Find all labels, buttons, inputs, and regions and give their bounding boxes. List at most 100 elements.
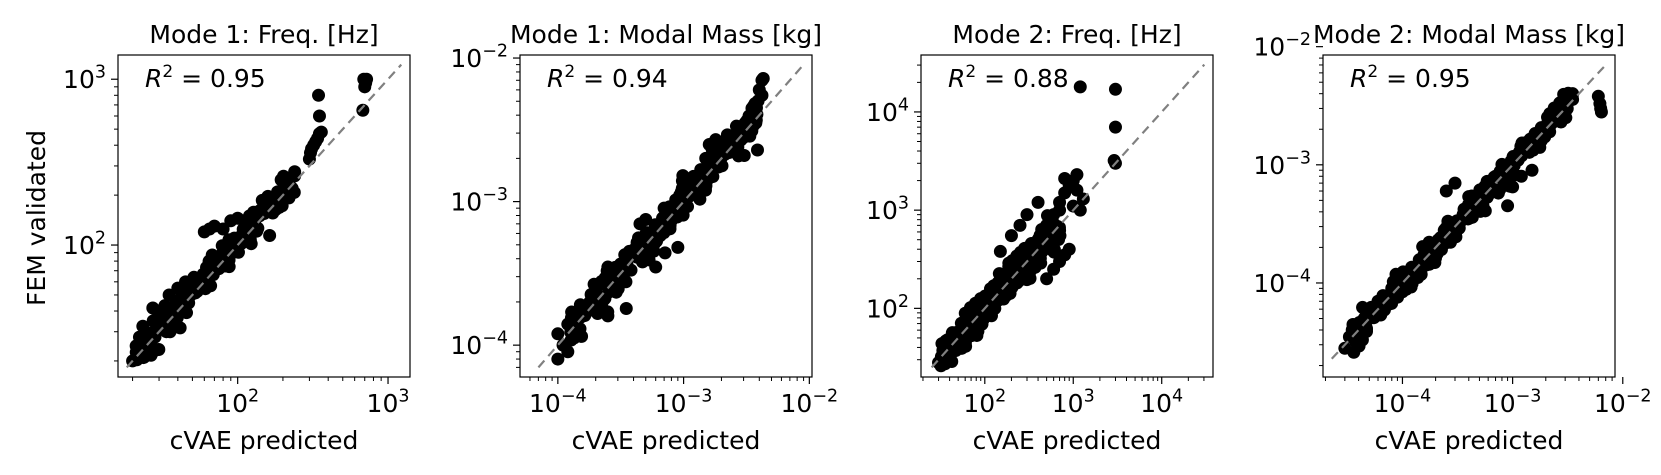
data-point (639, 213, 653, 227)
data-point (167, 312, 181, 326)
data-point (561, 317, 575, 331)
x-axis-label: cVAE predicted (973, 426, 1162, 455)
data-point (951, 335, 965, 349)
plot-area (125, 63, 403, 369)
data-point (357, 72, 371, 86)
data-point (1514, 169, 1528, 183)
data-point (640, 231, 654, 245)
data-point (750, 143, 764, 157)
y-tick-label: 103 (63, 63, 106, 95)
data-point (741, 119, 755, 133)
y-tick-label: 102 (63, 229, 106, 261)
y-tick-label: 10−2 (450, 42, 508, 74)
data-point (1062, 242, 1076, 256)
data-point (162, 288, 176, 302)
data-point (1506, 180, 1520, 194)
data-point (943, 343, 957, 357)
y-tick-label: 10−4 (1253, 266, 1311, 298)
data-point (263, 228, 277, 242)
data-point (136, 319, 150, 333)
data-point (1429, 236, 1443, 250)
data-point (1399, 282, 1413, 296)
data-point (1070, 168, 1084, 182)
data-point (212, 262, 226, 276)
data-point (1108, 120, 1122, 134)
data-point (197, 277, 211, 291)
data-point (1034, 256, 1048, 270)
scatter-panel-1: 102 103 102 103 Mode 1: Freq. [Hz] cVAE predi… (63, 20, 411, 455)
panel-title: Mode 1: Modal Mass [kg] (510, 20, 822, 49)
panel-title: Mode 2: Modal Mass [kg] (1313, 20, 1625, 49)
x-tick-label: 102 (216, 387, 259, 419)
x-tick-label: 10−4 (1374, 387, 1432, 419)
data-point (1058, 172, 1072, 186)
data-point (737, 130, 751, 144)
data-point (152, 304, 166, 318)
identity-line (125, 63, 403, 369)
data-point (1395, 271, 1409, 285)
data-point (312, 88, 326, 102)
data-point (1439, 236, 1453, 250)
data-point (1448, 216, 1462, 230)
scatter-panel-3: 102 103 104 102 103 104 Mode 2: Freq. [Hz] cVAE… (866, 20, 1214, 455)
data-point (1501, 199, 1515, 213)
data-point (1031, 233, 1045, 247)
data-point (1416, 240, 1430, 254)
plot-area (930, 63, 1206, 373)
r2-annotation: R2 = 0.95 (1350, 62, 1471, 93)
data-point (1066, 199, 1080, 213)
y-tick-label: 103 (866, 194, 909, 226)
r2-annotation: R2 = 0.94 (547, 62, 668, 93)
data-point (1053, 203, 1067, 217)
y-tick-label: 10−4 (450, 329, 508, 361)
data-point (687, 169, 701, 183)
data-point (703, 162, 717, 176)
identity-line (930, 63, 1206, 369)
data-point (756, 72, 770, 86)
data-point (676, 208, 690, 222)
data-point (1514, 141, 1528, 155)
data-point (180, 306, 194, 320)
data-point (1004, 229, 1018, 243)
data-point (649, 260, 663, 274)
data-point (677, 183, 691, 197)
data-point (285, 181, 299, 195)
x-axis-label: cVAE predicted (572, 426, 761, 455)
data-point (601, 260, 615, 274)
data-point (243, 209, 257, 223)
data-point (156, 322, 170, 336)
data-point (699, 151, 713, 165)
data-point (755, 88, 769, 102)
data-point (356, 103, 370, 117)
identity-line (537, 63, 805, 369)
data-point (179, 275, 193, 289)
data-point (1073, 80, 1087, 94)
data-point (993, 244, 1007, 258)
data-point (1439, 184, 1453, 198)
x-tick-label: 10−3 (655, 387, 713, 419)
data-point (619, 302, 633, 316)
data-point (589, 283, 603, 297)
data-point (561, 345, 575, 359)
data-point (1448, 176, 1462, 190)
data-point (1594, 105, 1608, 119)
data-point (1023, 264, 1037, 278)
data-point (709, 133, 723, 147)
data-point (714, 145, 728, 159)
y-tick-label: 104 (866, 95, 909, 127)
data-point (749, 101, 763, 115)
plot-area (537, 63, 805, 369)
data-point (551, 352, 565, 366)
x-tick-label: 103 (367, 387, 410, 419)
data-point (1107, 154, 1121, 168)
data-point (658, 246, 672, 260)
data-point (1525, 163, 1539, 177)
data-point (312, 109, 326, 123)
data-point (978, 306, 992, 320)
y-tick-label: 102 (866, 292, 909, 324)
plot-area (1330, 63, 1608, 360)
data-point (551, 327, 565, 341)
data-point (1566, 87, 1580, 101)
data-point (1525, 134, 1539, 148)
data-point (216, 222, 230, 236)
